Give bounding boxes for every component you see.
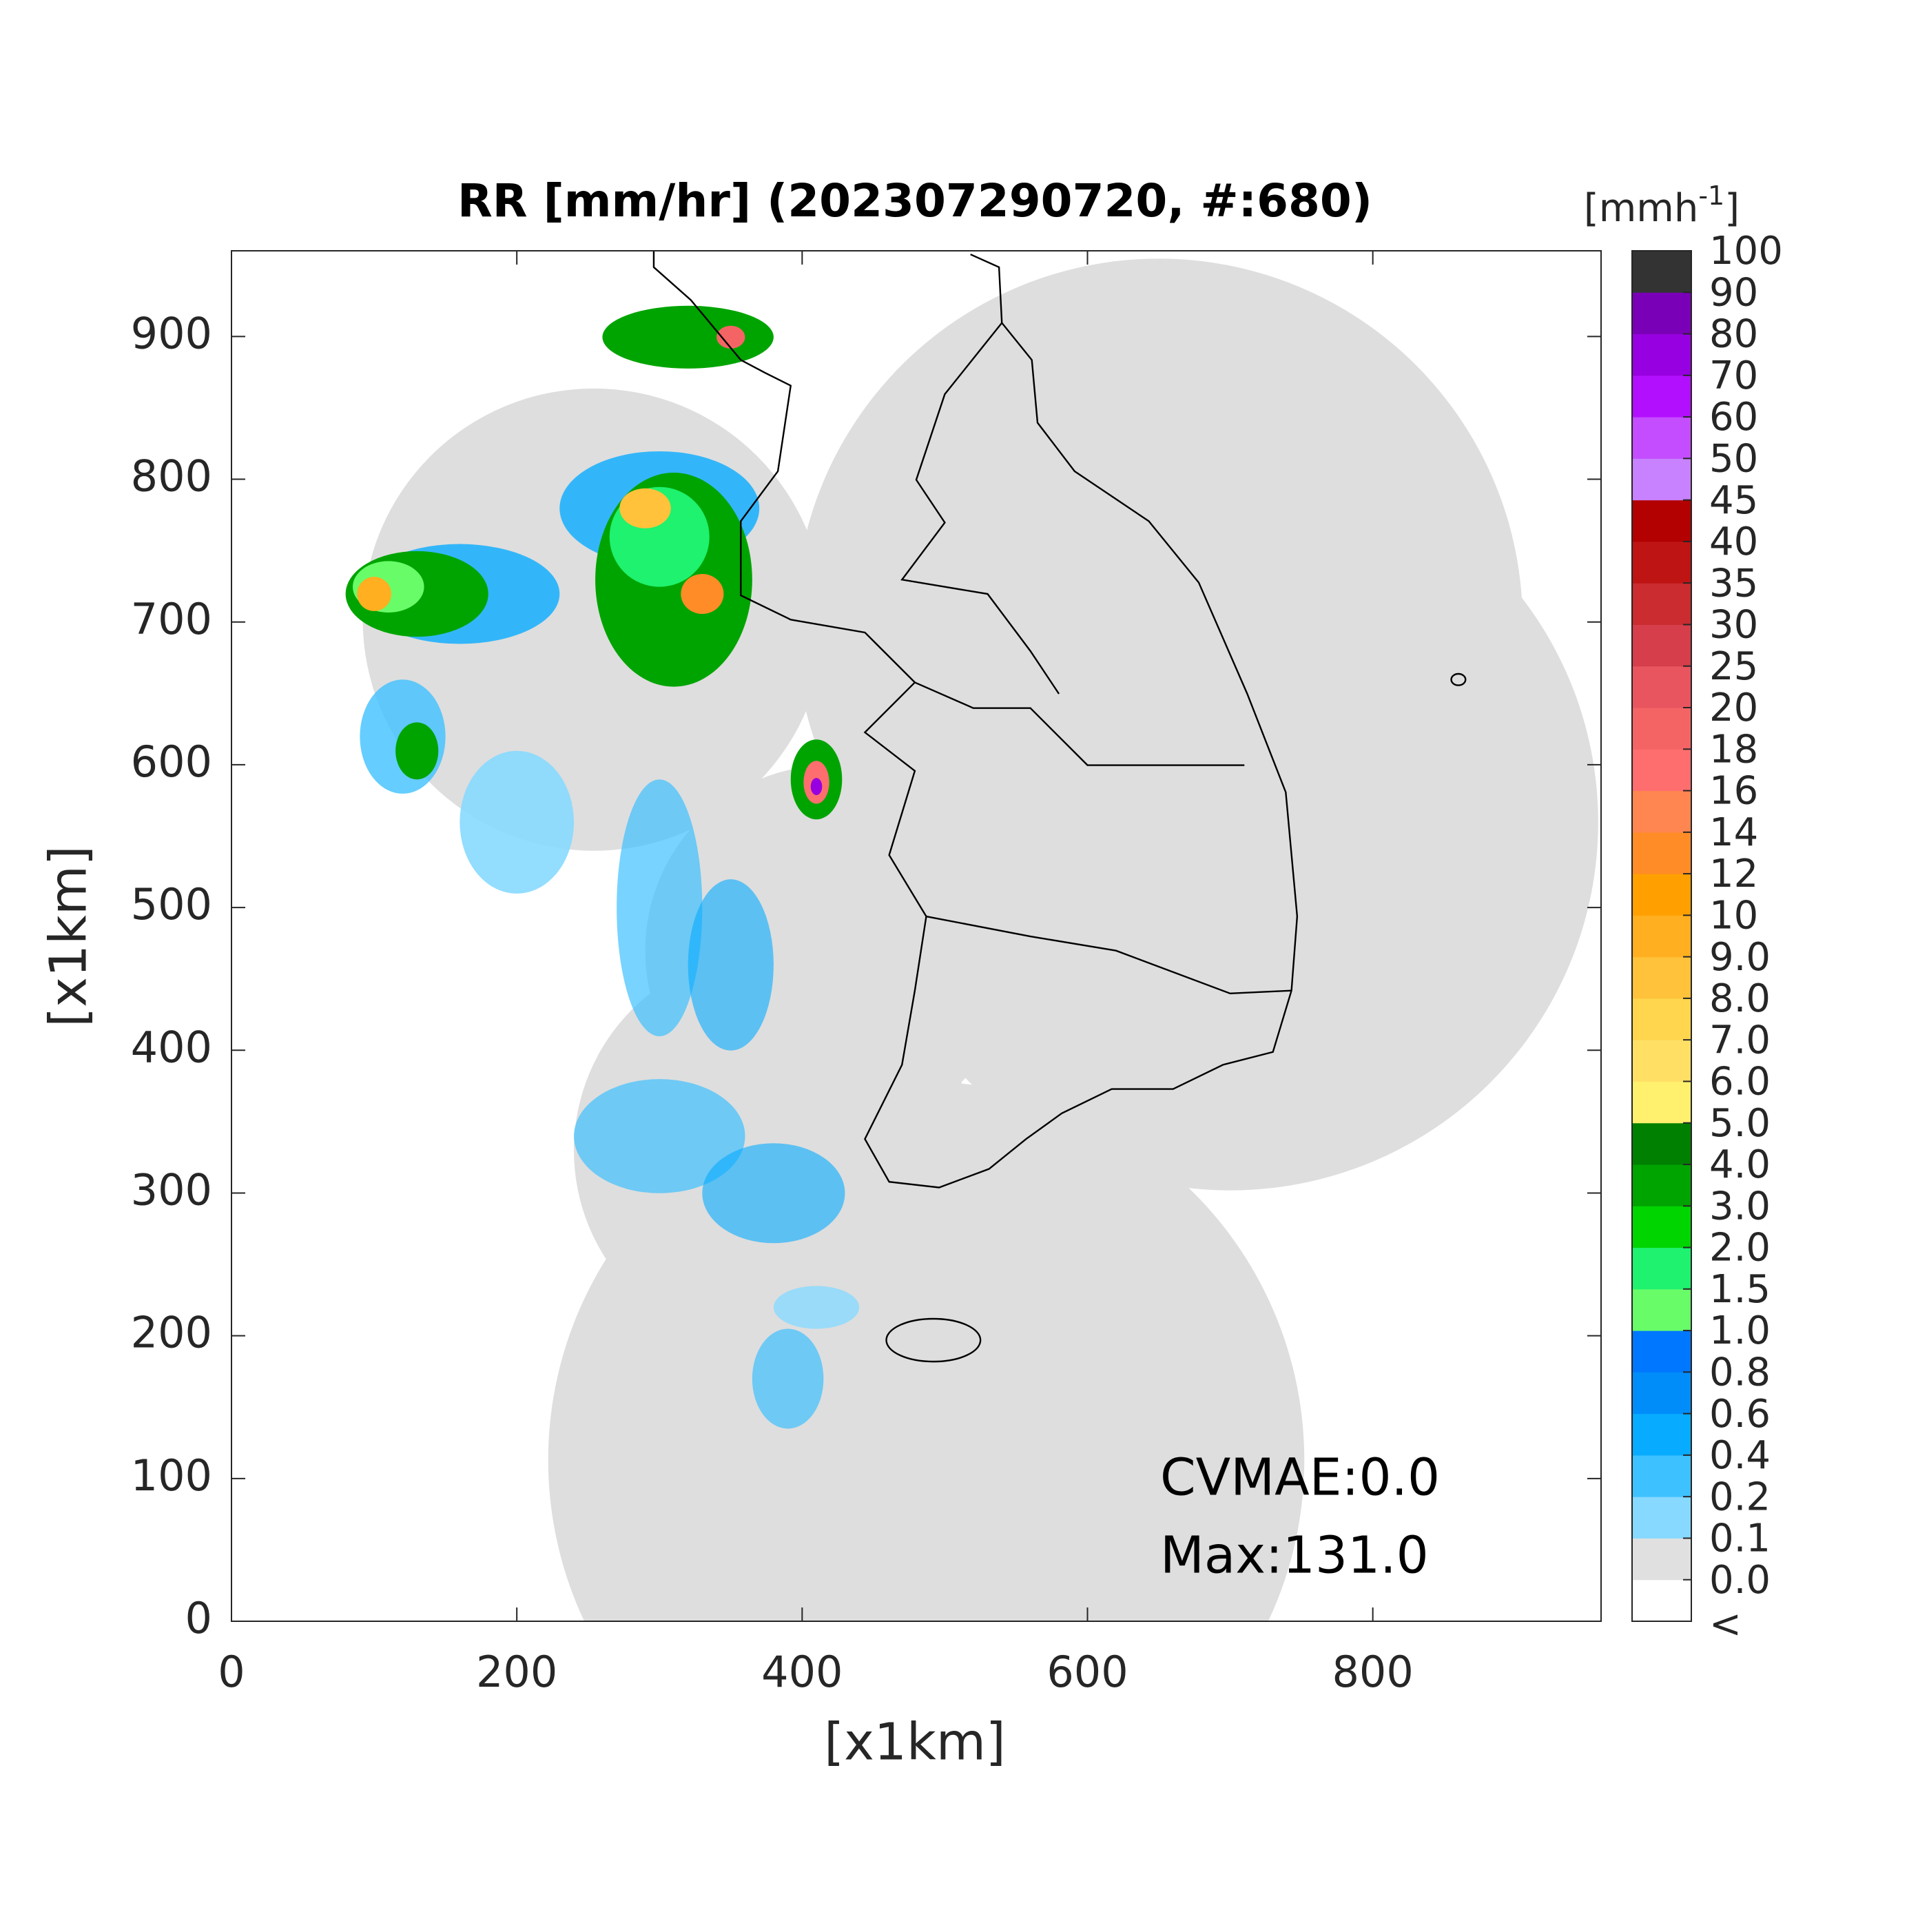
radar-map <box>345 251 1598 1621</box>
colorbar-unit: [mmh-1] <box>1584 181 1740 232</box>
x-tick-label: 600 <box>1046 1647 1128 1697</box>
annotation: Max:131.0 <box>1160 1526 1429 1585</box>
y-tick-label: 400 <box>131 1022 212 1072</box>
colorbar-label: 1.0 <box>1709 1308 1771 1353</box>
y-tick-label: 0 <box>185 1593 212 1643</box>
colorbar-label: 80 <box>1709 312 1758 357</box>
chart-title: RR [mm/hr] (202307290720, #:680) <box>457 174 1372 227</box>
unit-close: ] <box>1724 186 1740 231</box>
colorbar-bin <box>1632 1579 1691 1622</box>
colorbar-bin <box>1632 749 1691 792</box>
colorbar-label: 90 <box>1709 270 1758 315</box>
colorbar-label: 10 <box>1709 894 1758 938</box>
colorbar-bin <box>1632 458 1691 501</box>
colorbar-bin <box>1632 1455 1691 1497</box>
colorbar-label: 20 <box>1709 686 1758 730</box>
colorbar-label: 0.2 <box>1709 1474 1771 1519</box>
x-tick-label: 200 <box>476 1647 557 1697</box>
colorbar-bin <box>1632 1040 1691 1082</box>
y-tick-label: 700 <box>131 594 212 644</box>
colorbar-label: 4.0 <box>1709 1142 1771 1187</box>
colorbar-bin <box>1632 874 1691 916</box>
colorbar-label: 3.0 <box>1709 1184 1771 1229</box>
y-tick-label: 800 <box>131 451 212 502</box>
colorbar-bin <box>1632 500 1691 542</box>
annotation: CVMAE:0.0 <box>1160 1448 1440 1508</box>
colorbar-bin <box>1632 1122 1691 1165</box>
colorbar-bin <box>1632 1206 1691 1248</box>
colorbar-label: < <box>1709 1602 1742 1647</box>
unit-base: [mmh <box>1584 186 1698 231</box>
x-tick-label: 800 <box>1332 1647 1413 1697</box>
colorbar-label: 70 <box>1709 353 1758 398</box>
colorbar-bin <box>1632 1372 1691 1415</box>
colorbar-label: 35 <box>1709 561 1758 606</box>
y-tick-label: 500 <box>131 879 212 929</box>
colorbar-label: 0.0 <box>1709 1558 1771 1603</box>
colorbar-label: 7.0 <box>1709 1018 1771 1062</box>
y-tick-label: 900 <box>131 308 212 358</box>
colorbar-label: 1.5 <box>1709 1267 1771 1312</box>
rain-echoes <box>345 305 860 1429</box>
colorbar-bin <box>1632 624 1691 667</box>
y-tick-label: 200 <box>131 1308 212 1358</box>
colorbar-bin <box>1632 1413 1691 1456</box>
colorbar-bin <box>1632 998 1691 1040</box>
colorbar-bin <box>1632 915 1691 958</box>
colorbar-bin <box>1632 832 1691 874</box>
colorbar-bin <box>1632 1330 1691 1373</box>
colorbar-bin <box>1632 1081 1691 1124</box>
colorbar-bin <box>1632 956 1691 999</box>
colorbar-bin <box>1632 1288 1691 1331</box>
colorbar-label: 25 <box>1709 644 1758 689</box>
colorbar-label: 16 <box>1709 769 1758 814</box>
colorbar-bin <box>1632 1497 1691 1539</box>
colorbar-label: 0.6 <box>1709 1392 1771 1437</box>
colorbar-bin <box>1632 666 1691 708</box>
clutter-gaps <box>1425 1221 1583 1355</box>
colorbar-label: 45 <box>1709 478 1758 523</box>
colorbar-label: 100 <box>1709 229 1783 274</box>
colorbar-bin <box>1632 375 1691 418</box>
coastline <box>654 251 1465 1361</box>
colorbar-bin <box>1632 417 1691 459</box>
colorbar-label: 30 <box>1709 603 1758 648</box>
colorbar-bin <box>1632 708 1691 750</box>
colorbar-bin <box>1632 541 1691 584</box>
colorbar-label: 9.0 <box>1709 935 1771 980</box>
x-tick-label: 400 <box>761 1647 843 1697</box>
colorbar-label: 6.0 <box>1709 1060 1771 1104</box>
colorbar-label: 2.0 <box>1709 1226 1771 1271</box>
colorbar-frame <box>1631 250 1692 1622</box>
colorbar-bin <box>1632 292 1691 335</box>
colorbar-label: 12 <box>1709 852 1758 896</box>
plot-frame <box>231 250 1602 1622</box>
colorbar-label: 40 <box>1709 520 1758 564</box>
colorbar-bin <box>1632 1538 1691 1581</box>
colorbar-label: 5.0 <box>1709 1101 1771 1146</box>
colorbar-bin <box>1632 333 1691 376</box>
colorbar-label: 50 <box>1709 437 1758 482</box>
unit-exponent: -1 <box>1698 181 1724 211</box>
colorbar-label: 60 <box>1709 395 1758 440</box>
x-tick-label: 0 <box>218 1647 245 1697</box>
colorbar-label: 0.1 <box>1709 1517 1771 1561</box>
colorbar-bin <box>1632 790 1691 833</box>
colorbar-label: 0.4 <box>1709 1433 1771 1478</box>
y-axis-label: [x1km] <box>39 845 99 1027</box>
colorbar-bin <box>1632 1164 1691 1206</box>
y-tick-label: 600 <box>131 737 212 787</box>
colorbar-label: 0.8 <box>1709 1350 1771 1395</box>
y-tick-label: 100 <box>131 1450 212 1501</box>
colorbar-label: 14 <box>1709 810 1758 855</box>
colorbar-label: 18 <box>1709 727 1758 772</box>
y-tick-label: 300 <box>131 1165 212 1215</box>
colorbar-bin <box>1632 583 1691 625</box>
colorbar: <0.00.10.20.40.60.81.01.52.03.04.05.06.0… <box>1631 229 1783 1647</box>
colorbar-label: 8.0 <box>1709 976 1771 1021</box>
colorbar-bin <box>1632 251 1691 293</box>
x-axis-label: [x1km] <box>824 1713 1006 1772</box>
colorbar-bin <box>1632 1247 1691 1290</box>
